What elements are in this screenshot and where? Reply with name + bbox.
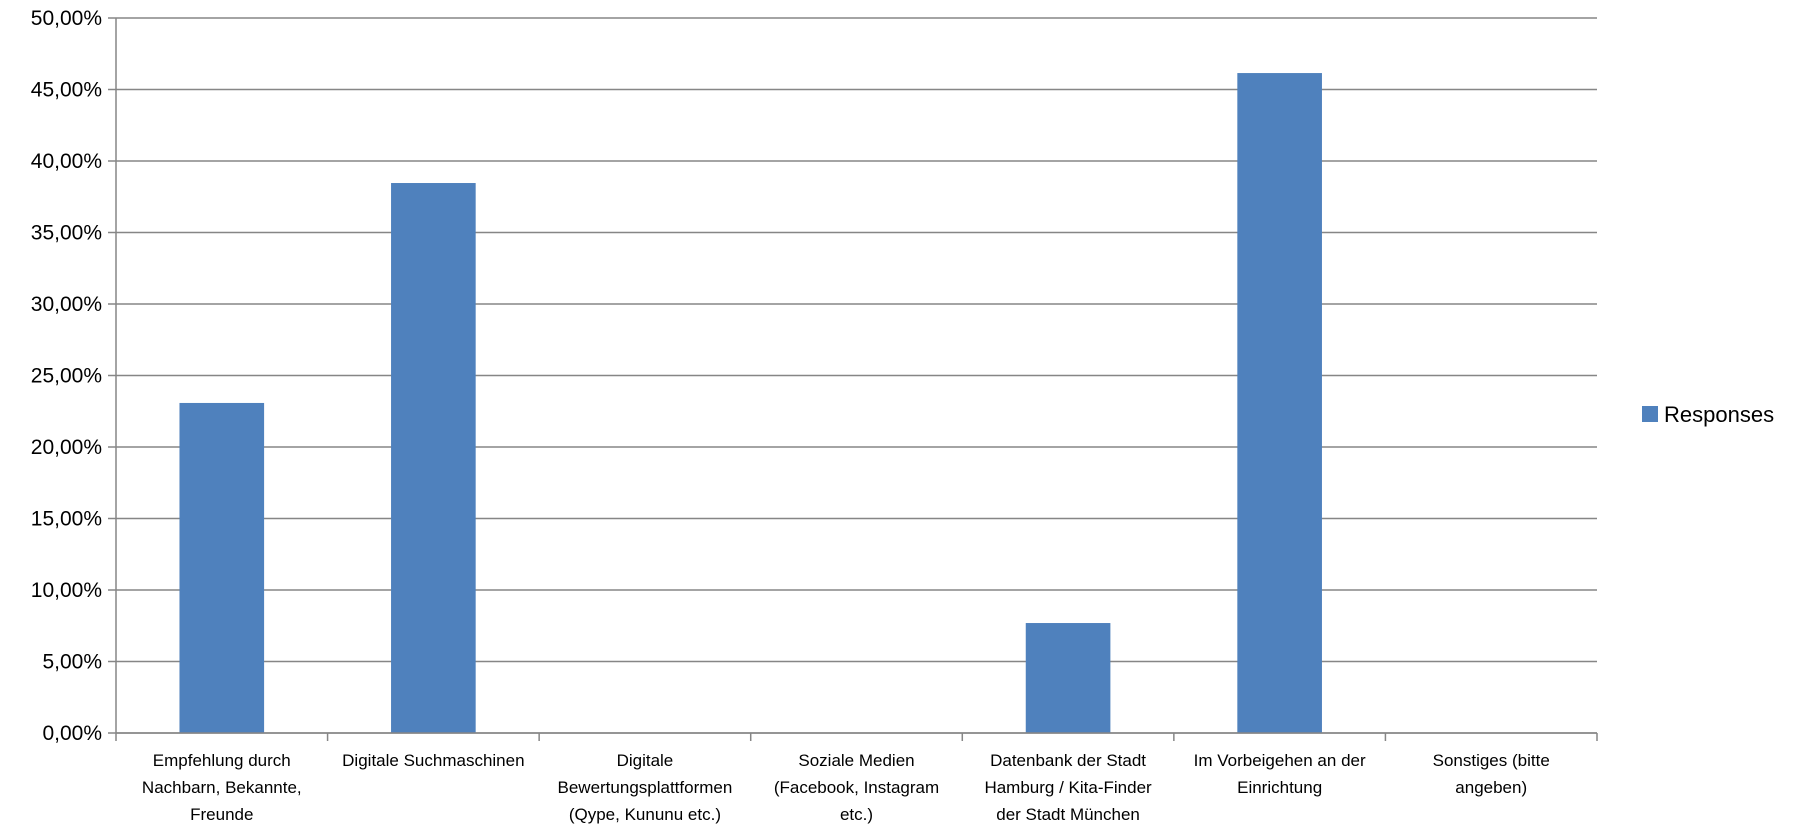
y-tick-label: 5,00%: [42, 651, 102, 674]
y-tick-label: 20,00%: [31, 436, 102, 459]
bar: [1025, 623, 1111, 733]
y-tick-label: 25,00%: [31, 365, 102, 388]
y-tick-label: 10,00%: [31, 579, 102, 602]
bar: [179, 402, 265, 733]
legend-swatch: [1642, 406, 1658, 422]
y-tick-labels: 0,00% 5,00% 10,00% 15,00% 20,00% 25,00% 30,00%…: [31, 7, 102, 745]
y-tick-label: 15,00%: [31, 508, 102, 531]
y-tick-label: 45,00%: [31, 79, 102, 102]
y-tick-label: 35,00%: [31, 222, 102, 245]
legend: Responses: [1642, 402, 1774, 427]
x-category-label: Empfehlung durch Nachbarn, Bekannte, Freun…: [142, 751, 302, 824]
bars: [179, 73, 1322, 734]
bar: [1237, 73, 1322, 734]
x-category-label: Datenbank der Stadt Hamburg / Kita-Finder…: [984, 751, 1152, 824]
x-category-labels: Empfehlung durch Nachbarn, Bekannte, Freun…: [142, 751, 1550, 824]
bar: [391, 183, 476, 734]
x-category-label: Im Vorbeigehen an der Einrichtung: [1194, 751, 1366, 797]
y-tick-label: 30,00%: [31, 293, 102, 316]
gridlines: [108, 17, 1597, 734]
y-tick-label: 40,00%: [31, 150, 102, 173]
x-category-label: Sonstiges (bitte angeben): [1433, 751, 1550, 797]
y-tick-label: 50,00%: [31, 7, 102, 30]
legend-label: Responses: [1664, 402, 1774, 427]
x-category-label: Digitale Suchmaschinen: [342, 751, 524, 770]
axes: [115, 18, 1598, 741]
x-category-label: Soziale Medien (Facebook, Instagram etc.): [774, 751, 939, 824]
x-category-label: Digitale Bewertungsplattformen (Qype, Kunu…: [558, 751, 733, 824]
y-tick-label: 0,00%: [42, 722, 102, 745]
